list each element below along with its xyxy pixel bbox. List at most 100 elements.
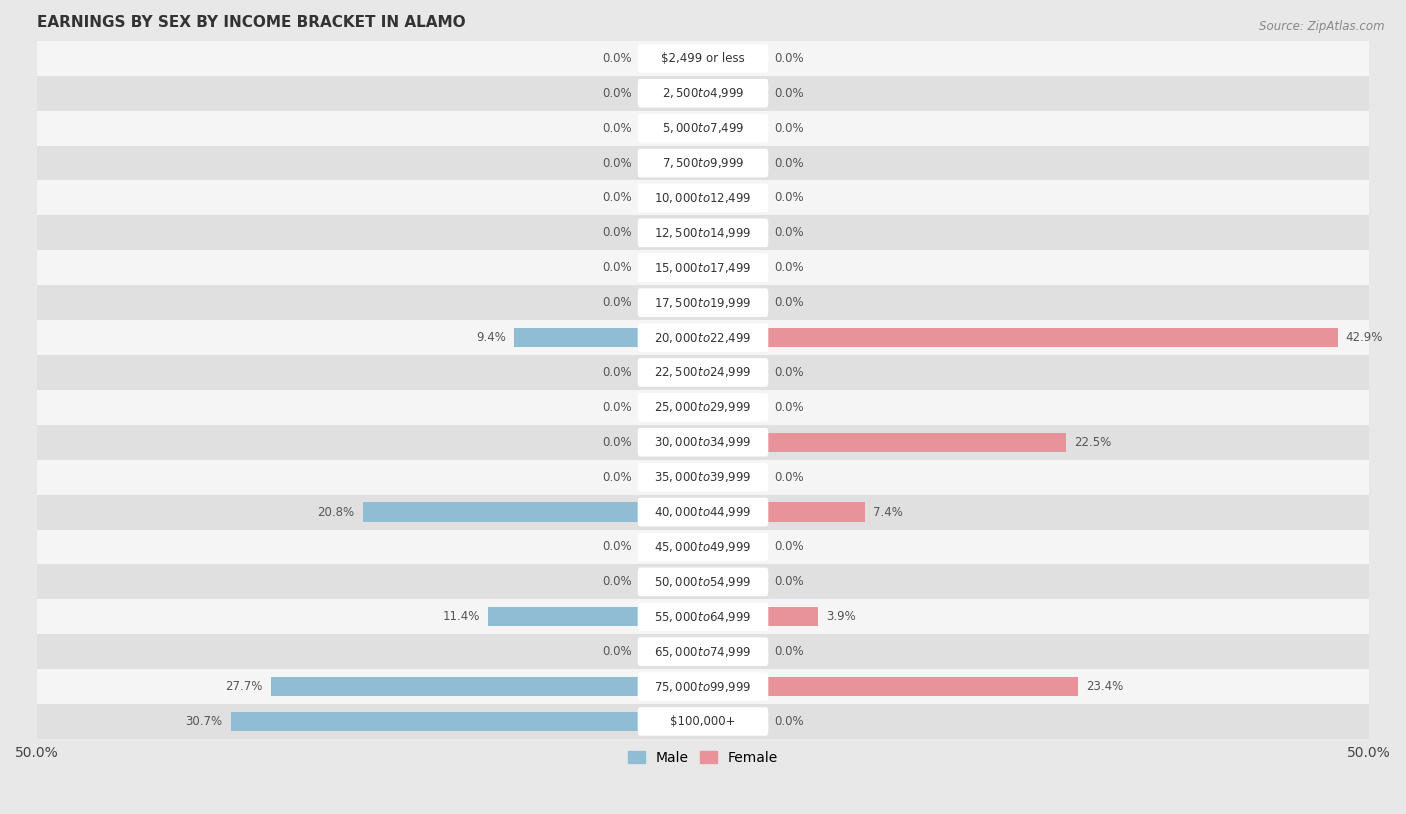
Text: Source: ZipAtlas.com: Source: ZipAtlas.com [1260,20,1385,33]
Text: 0.0%: 0.0% [602,646,631,659]
Bar [37,704,1369,739]
FancyBboxPatch shape [638,149,768,177]
Text: 0.0%: 0.0% [602,575,631,589]
Text: 0.0%: 0.0% [775,52,804,65]
Text: 0.0%: 0.0% [602,540,631,554]
Text: 7.4%: 7.4% [873,505,903,519]
Text: 0.0%: 0.0% [602,400,631,414]
Text: $15,000 to $17,499: $15,000 to $17,499 [654,260,752,275]
Bar [37,146,1369,181]
Text: 0.0%: 0.0% [775,87,804,100]
Bar [703,572,766,592]
Bar [640,258,703,278]
Bar [703,119,766,138]
Bar [231,712,640,731]
Bar [640,188,703,208]
Bar [703,398,766,417]
FancyBboxPatch shape [638,184,768,212]
Bar [703,223,766,243]
Bar [515,328,640,347]
Text: 0.0%: 0.0% [602,261,631,274]
Bar [703,363,766,382]
FancyBboxPatch shape [638,532,768,562]
Text: 27.7%: 27.7% [225,680,263,693]
Text: 0.0%: 0.0% [602,435,631,449]
Bar [703,188,766,208]
Text: 23.4%: 23.4% [1085,680,1123,693]
Text: 0.0%: 0.0% [775,261,804,274]
Text: 0.0%: 0.0% [602,366,631,379]
FancyBboxPatch shape [638,358,768,387]
Text: 22.5%: 22.5% [1074,435,1111,449]
Bar [37,425,1369,460]
Text: 0.0%: 0.0% [602,121,631,134]
Text: 0.0%: 0.0% [602,52,631,65]
Bar [37,634,1369,669]
Text: $10,000 to $12,499: $10,000 to $12,499 [654,191,752,205]
Text: $35,000 to $39,999: $35,000 to $39,999 [654,470,752,484]
FancyBboxPatch shape [638,79,768,107]
Bar [703,467,766,487]
Bar [640,433,703,452]
Text: $40,000 to $44,999: $40,000 to $44,999 [654,505,752,519]
Bar [488,607,640,626]
Text: 0.0%: 0.0% [775,715,804,728]
Text: 0.0%: 0.0% [775,296,804,309]
Bar [766,607,818,626]
Text: $55,000 to $64,999: $55,000 to $64,999 [654,610,752,624]
Text: 0.0%: 0.0% [602,296,631,309]
Text: $22,500 to $24,999: $22,500 to $24,999 [654,365,752,379]
Bar [640,119,703,138]
Bar [766,502,865,522]
Text: 0.0%: 0.0% [775,470,804,484]
Text: $17,500 to $19,999: $17,500 to $19,999 [654,295,752,309]
Text: 0.0%: 0.0% [602,470,631,484]
Text: $30,000 to $34,999: $30,000 to $34,999 [654,435,752,449]
Legend: Male, Female: Male, Female [623,746,783,770]
Bar [37,76,1369,111]
Text: $20,000 to $22,499: $20,000 to $22,499 [654,330,752,344]
Bar [766,677,1078,696]
Text: $5,000 to $7,499: $5,000 to $7,499 [662,121,744,135]
Text: 0.0%: 0.0% [775,366,804,379]
Bar [37,111,1369,146]
Bar [640,84,703,103]
Text: $2,500 to $4,999: $2,500 to $4,999 [662,86,744,100]
Bar [640,49,703,68]
Bar [703,642,766,661]
Text: 42.9%: 42.9% [1346,331,1384,344]
Bar [703,712,766,731]
Bar [37,669,1369,704]
Text: $50,000 to $54,999: $50,000 to $54,999 [654,575,752,589]
Text: 0.0%: 0.0% [775,400,804,414]
FancyBboxPatch shape [638,497,768,527]
Bar [640,363,703,382]
FancyBboxPatch shape [638,253,768,282]
Text: $12,500 to $14,999: $12,500 to $14,999 [654,225,752,240]
FancyBboxPatch shape [638,114,768,142]
FancyBboxPatch shape [638,602,768,631]
Text: 0.0%: 0.0% [775,646,804,659]
Bar [640,572,703,592]
Bar [640,223,703,243]
Text: 30.7%: 30.7% [186,715,222,728]
Bar [640,642,703,661]
Text: 0.0%: 0.0% [775,156,804,169]
Bar [271,677,640,696]
FancyBboxPatch shape [638,672,768,701]
Bar [37,181,1369,216]
Bar [37,216,1369,250]
Text: 0.0%: 0.0% [775,121,804,134]
Bar [766,328,1339,347]
Bar [703,293,766,313]
Bar [640,293,703,313]
Text: 0.0%: 0.0% [602,226,631,239]
Bar [37,495,1369,529]
Bar [640,154,703,173]
Bar [37,529,1369,564]
FancyBboxPatch shape [638,567,768,596]
Text: $2,499 or less: $2,499 or less [661,52,745,65]
Text: 3.9%: 3.9% [827,610,856,624]
Bar [37,390,1369,425]
Text: 0.0%: 0.0% [775,575,804,589]
